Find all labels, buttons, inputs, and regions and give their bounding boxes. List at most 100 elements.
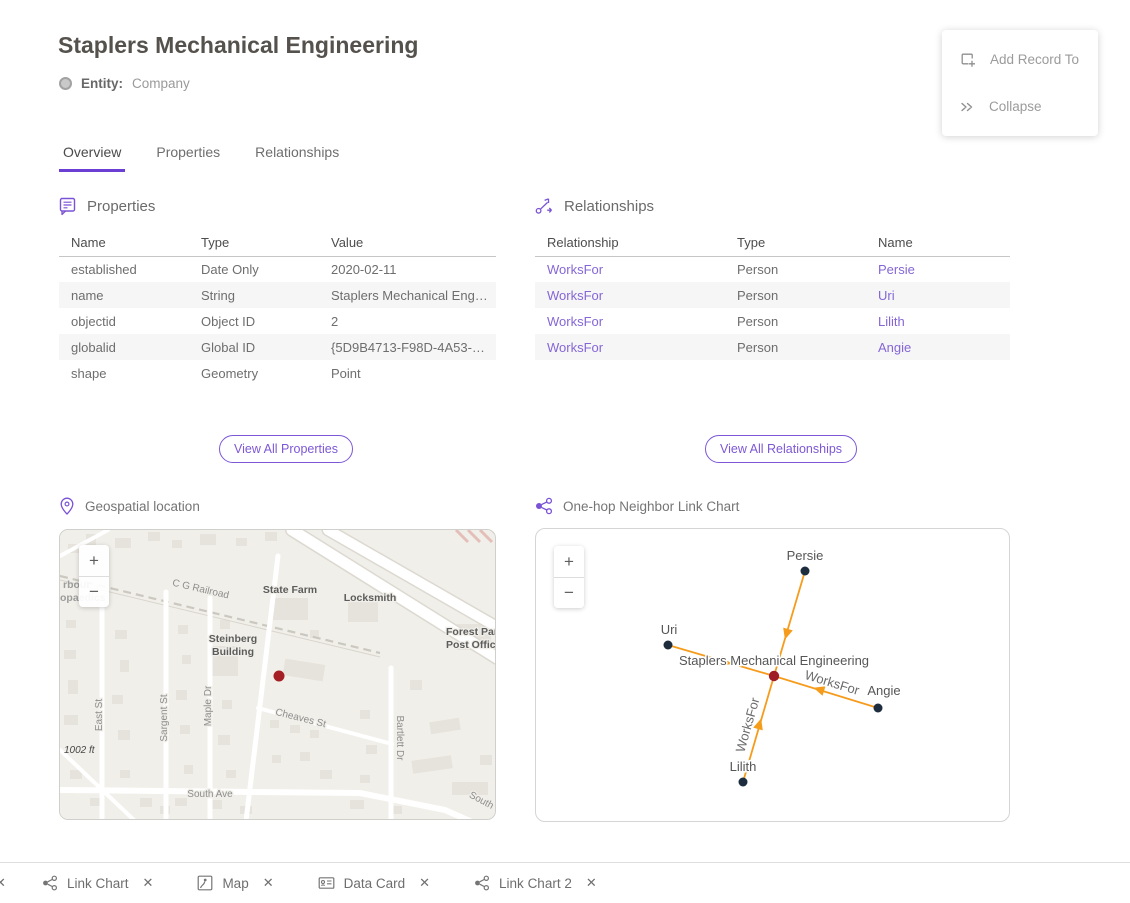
node-label: Persie bbox=[787, 548, 824, 563]
map-label: Building bbox=[212, 646, 254, 658]
data-card-page: Staplers Mechanical Engineering Entity: … bbox=[0, 0, 1130, 903]
zoom-out-button[interactable]: − bbox=[79, 576, 109, 607]
linkchart-zoom-control: + − bbox=[554, 546, 584, 608]
page-title: Staplers Mechanical Engineering bbox=[58, 32, 418, 59]
relationships-section-header: Relationships bbox=[535, 197, 654, 215]
map-label: Locksmith bbox=[344, 592, 397, 604]
related-entity-link[interactable]: Uri bbox=[866, 282, 1010, 308]
relationship-link[interactable]: WorksFor bbox=[535, 282, 725, 308]
map-pin-icon bbox=[59, 497, 75, 516]
tab-properties[interactable]: Properties bbox=[152, 144, 224, 172]
tab-relationships[interactable]: Relationships bbox=[251, 144, 343, 172]
property-value: 2020-02-11 bbox=[319, 256, 496, 282]
add-record-icon bbox=[959, 51, 976, 68]
table-row: WorksFor Person Lilith bbox=[535, 308, 1010, 334]
menu-item-collapse[interactable]: Collapse bbox=[942, 83, 1098, 130]
view-all-relationships-button[interactable]: View All Relationships bbox=[705, 435, 857, 463]
column-header: Name bbox=[59, 229, 189, 256]
table-header-row: Name Type Value bbox=[59, 229, 496, 256]
property-type: Global ID bbox=[189, 334, 319, 360]
relationships-icon bbox=[535, 197, 554, 215]
zoom-out-button[interactable]: − bbox=[554, 577, 584, 608]
node-label: Lilith bbox=[730, 759, 757, 774]
property-name: globalid bbox=[59, 334, 189, 360]
table-row: shape Geometry Point bbox=[59, 360, 496, 386]
column-header: Name bbox=[866, 229, 1010, 256]
table-row: objectid Object ID 2 bbox=[59, 308, 496, 334]
center-node-label: Staplers Mechanical Engineering bbox=[679, 653, 869, 668]
section-title: Relationships bbox=[564, 198, 654, 215]
entity-label: Entity: bbox=[81, 76, 123, 91]
related-entity-link[interactable]: Persie bbox=[866, 256, 1010, 282]
property-name: name bbox=[59, 282, 189, 308]
property-name: established bbox=[59, 256, 189, 282]
related-entity-link[interactable]: Lilith bbox=[866, 308, 1010, 334]
workspace-tab-data-card[interactable]: Data Card ✕ bbox=[318, 875, 430, 891]
close-icon[interactable]: ✕ bbox=[0, 875, 6, 891]
workspace-tab-link-chart-2[interactable]: Link Chart 2 ✕ bbox=[474, 875, 597, 891]
properties-icon bbox=[59, 197, 77, 216]
node-persie[interactable] bbox=[801, 567, 810, 576]
property-type: Geometry bbox=[189, 360, 319, 386]
menu-item-label: Add Record To bbox=[990, 52, 1079, 67]
relationship-link[interactable]: WorksFor bbox=[535, 308, 725, 334]
table-row: established Date Only 2020-02-11 bbox=[59, 256, 496, 282]
column-header: Relationship bbox=[535, 229, 725, 256]
zoom-in-button[interactable]: + bbox=[554, 546, 584, 577]
section-title: Properties bbox=[87, 198, 155, 215]
relationship-link[interactable]: WorksFor bbox=[535, 256, 725, 282]
entity-type-icon bbox=[59, 77, 72, 90]
tab-overview[interactable]: Overview bbox=[59, 144, 125, 172]
property-value: {5D9B4713-F98D-4A53-… bbox=[319, 334, 496, 360]
column-header: Type bbox=[189, 229, 319, 256]
node-uri[interactable] bbox=[664, 641, 673, 650]
node-center[interactable] bbox=[769, 671, 779, 681]
table-row: WorksFor Person Uri bbox=[535, 282, 1010, 308]
column-header: Type bbox=[725, 229, 866, 256]
property-value: 2 bbox=[319, 308, 496, 334]
map-panel[interactable]: + − bbox=[59, 529, 496, 820]
workspace-tab-map[interactable]: Map ✕ bbox=[197, 875, 273, 891]
workspace-tab-label: Link Chart 2 bbox=[499, 876, 572, 891]
close-icon[interactable]: ✕ bbox=[419, 875, 430, 891]
close-icon[interactable]: ✕ bbox=[263, 875, 274, 891]
map-canvas[interactable]: rbour opaedics C G Railroad State Farm L… bbox=[60, 530, 496, 820]
node-lilith[interactable] bbox=[739, 778, 748, 787]
menu-item-label: Collapse bbox=[989, 99, 1042, 114]
context-menu: Add Record To Collapse bbox=[942, 30, 1098, 136]
property-type: Date Only bbox=[189, 256, 319, 282]
map-zoom-control: + − bbox=[79, 545, 109, 607]
table-row: name String Staplers Mechanical Eng… bbox=[59, 282, 496, 308]
geospatial-section-header: Geospatial location bbox=[59, 497, 200, 516]
relationship-link[interactable]: WorksFor bbox=[535, 334, 725, 360]
map-scale-label: 1002 ft bbox=[64, 745, 96, 756]
workspace-tab-link-chart[interactable]: Link Chart ✕ bbox=[42, 875, 153, 891]
data-card-icon bbox=[318, 875, 335, 891]
workspace-tab-label: Link Chart bbox=[67, 876, 129, 891]
collapse-icon bbox=[959, 99, 975, 115]
table-header-row: Relationship Type Name bbox=[535, 229, 1010, 256]
property-type: Object ID bbox=[189, 308, 319, 334]
card-tabs: Overview Properties Relationships bbox=[59, 144, 343, 172]
location-marker[interactable] bbox=[274, 671, 285, 682]
relationship-type: Person bbox=[725, 308, 866, 334]
workspace-tab-label: Map bbox=[222, 876, 248, 891]
table-row: WorksFor Person Persie bbox=[535, 256, 1010, 282]
view-all-properties-button[interactable]: View All Properties bbox=[219, 435, 353, 463]
zoom-in-button[interactable]: + bbox=[79, 545, 109, 576]
linkchart-panel[interactable]: + − WorksFor WorksFor bbox=[535, 528, 1010, 822]
related-entity-link[interactable]: Angie bbox=[866, 334, 1010, 360]
properties-section-header: Properties bbox=[59, 197, 155, 216]
property-name: objectid bbox=[59, 308, 189, 334]
map-label: State Farm bbox=[263, 584, 317, 596]
property-value: Staplers Mechanical Eng… bbox=[319, 282, 496, 308]
map-label: East St bbox=[94, 699, 105, 731]
close-icon[interactable]: ✕ bbox=[143, 875, 154, 891]
menu-item-add-record-to[interactable]: Add Record To bbox=[942, 36, 1098, 83]
relationship-type: Person bbox=[725, 256, 866, 282]
close-icon[interactable]: ✕ bbox=[586, 875, 597, 891]
link-chart-icon bbox=[474, 875, 490, 891]
linkchart-canvas[interactable]: WorksFor WorksFor Persie Uri Angie Lilit… bbox=[536, 529, 1010, 822]
map-icon bbox=[197, 875, 213, 891]
node-angie[interactable] bbox=[874, 704, 883, 713]
